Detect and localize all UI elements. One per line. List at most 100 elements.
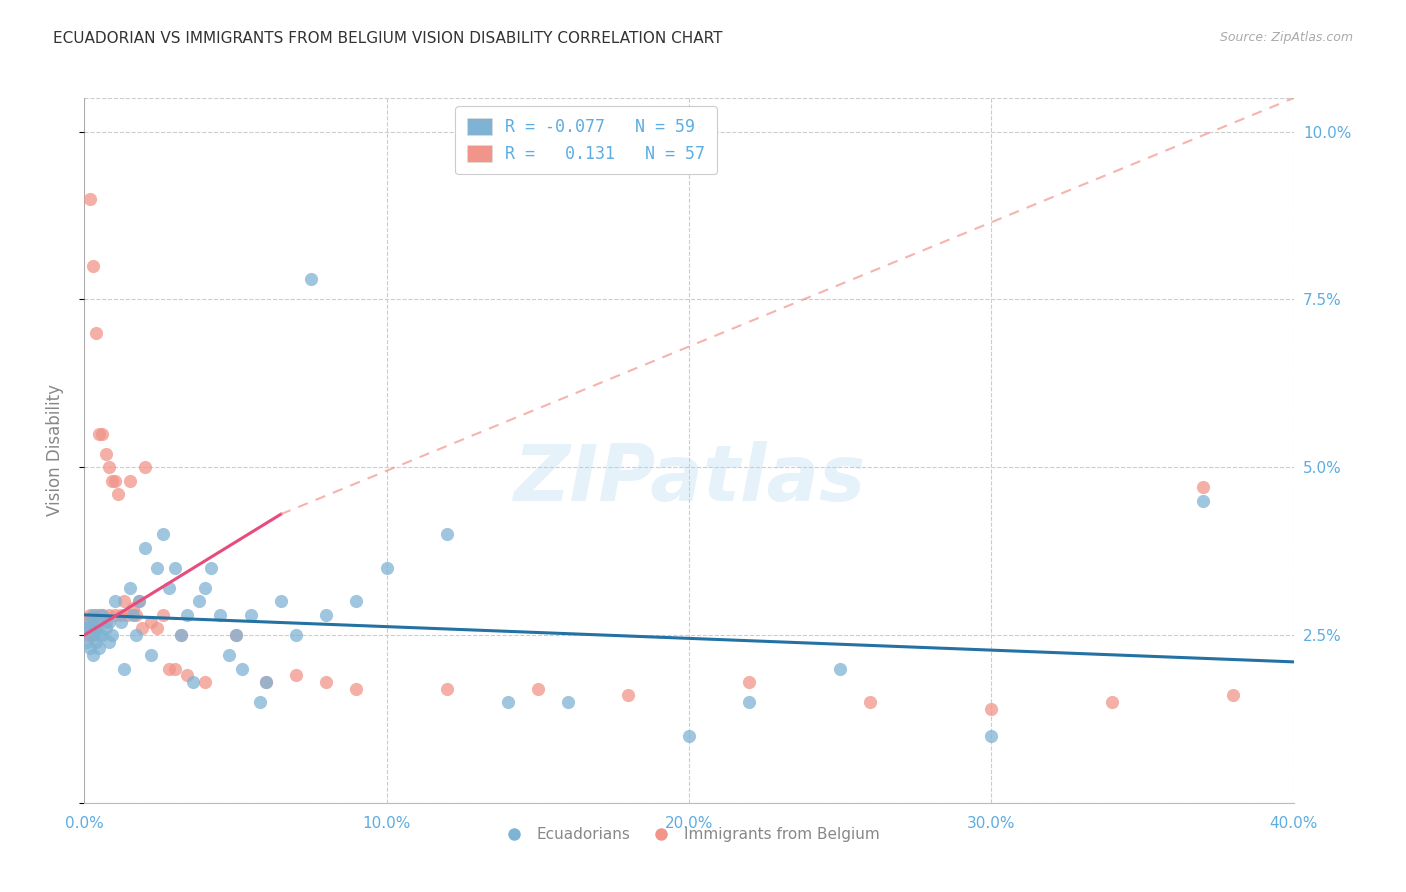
Point [165,662,187,676]
Point [375,561,398,575]
Point [107,487,129,501]
Point [270,594,292,608]
Point [157,662,180,676]
Point [209,607,232,622]
Point [139,648,162,662]
Point [76,628,98,642]
Point [249,695,271,709]
Text: Source: ZipAtlas.com: Source: ZipAtlas.com [1219,31,1353,45]
Point [254,675,277,690]
Y-axis label: Vision Disability: Vision Disability [45,384,63,516]
Point [76,634,98,648]
Point [315,607,337,622]
Point [738,695,761,709]
Point [557,695,579,709]
Point [79,192,101,206]
Point [152,607,174,622]
Point [94,621,117,635]
Point [82,259,104,273]
Point [231,662,253,676]
Point [104,607,127,622]
Point [121,607,143,622]
Point [176,668,198,682]
Point [678,729,700,743]
Point [980,702,1002,716]
Point [527,681,550,696]
Point [131,621,153,635]
Point [100,628,122,642]
Point [110,615,132,629]
Point [79,615,101,629]
Point [89,641,111,656]
Point [91,426,114,441]
Point [86,607,108,622]
Point [89,607,111,622]
Point [76,621,98,635]
Point [86,621,108,635]
Point [91,607,114,622]
Point [100,474,122,488]
Point [285,668,308,682]
Point [134,460,156,475]
Point [82,621,104,635]
Point [1222,689,1244,703]
Point [165,561,187,575]
Point [97,607,120,622]
Point [76,621,98,635]
Point [225,628,247,642]
Point [94,447,117,461]
Point [181,675,204,690]
Point [134,541,156,555]
Point [170,628,193,642]
Point [125,628,148,642]
Point [218,648,240,662]
Point [118,474,141,488]
Point [738,675,761,690]
Point [79,621,101,635]
Point [89,615,111,629]
Point [315,675,337,690]
Point [110,607,132,622]
Point [125,607,148,622]
Point [121,601,143,615]
Point [285,628,308,642]
Point [112,662,135,676]
Point [176,607,198,622]
Point [86,326,108,340]
Point [86,634,108,648]
Point [82,615,104,629]
Point [104,594,127,608]
Point [128,594,150,608]
Point [496,695,519,709]
Point [194,581,217,595]
Point [112,594,135,608]
Point [97,634,120,648]
Point [97,460,120,475]
Point [1192,480,1215,494]
Point [200,561,222,575]
Point [91,607,114,622]
Point [79,607,101,622]
Point [79,628,101,642]
Point [194,675,217,690]
Point [346,594,368,608]
Point [97,615,120,629]
Point [1192,493,1215,508]
Point [830,662,852,676]
Legend: Ecuadorians, Immigrants from Belgium: Ecuadorians, Immigrants from Belgium [492,821,886,848]
Point [225,628,247,642]
Point [82,628,104,642]
Point [115,607,138,622]
Point [79,621,101,635]
Point [980,729,1002,743]
Point [89,426,111,441]
Point [170,628,193,642]
Point [299,272,322,286]
Point [91,628,114,642]
Point [859,695,882,709]
Point [617,689,640,703]
Point [239,607,262,622]
Point [157,581,180,595]
Point [152,527,174,541]
Point [94,615,117,629]
